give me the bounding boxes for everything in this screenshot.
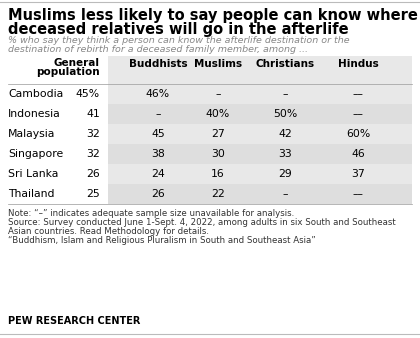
Text: 27: 27	[211, 129, 225, 139]
Text: population: population	[37, 67, 100, 77]
Text: ––: ––	[352, 109, 363, 119]
Text: Thailand: Thailand	[8, 189, 55, 199]
Text: 24: 24	[151, 169, 165, 179]
Text: Source: Survey conducted June 1-Sept. 4, 2022, among adults in six South and Sou: Source: Survey conducted June 1-Sept. 4,…	[8, 218, 396, 227]
Text: Asian countries. Read Methodology for details.: Asian countries. Read Methodology for de…	[8, 227, 209, 236]
Text: 25: 25	[86, 189, 100, 199]
Text: Malaysia: Malaysia	[8, 129, 55, 139]
Text: 32: 32	[86, 129, 100, 139]
Text: “Buddhism, Islam and Religious Pluralism in South and Southeast Asia”: “Buddhism, Islam and Religious Pluralism…	[8, 236, 316, 245]
Text: Christians: Christians	[255, 59, 315, 69]
Text: ––: ––	[352, 189, 363, 199]
Text: 46: 46	[351, 149, 365, 159]
Text: Sri Lanka: Sri Lanka	[8, 169, 58, 179]
Bar	[108, 184, 412, 204]
Text: Hindus: Hindus	[338, 59, 378, 69]
Text: 26: 26	[151, 189, 165, 199]
Text: deceased relatives will go in the afterlife: deceased relatives will go in the afterl…	[8, 22, 349, 37]
Text: Singapore: Singapore	[8, 149, 63, 159]
Text: Cambodia: Cambodia	[8, 89, 63, 99]
Text: 16: 16	[211, 169, 225, 179]
Text: 26: 26	[86, 169, 100, 179]
Text: 50%: 50%	[273, 109, 297, 119]
Text: 41: 41	[86, 109, 100, 119]
Text: 38: 38	[151, 149, 165, 159]
Text: –: –	[215, 89, 221, 99]
Text: 60%: 60%	[346, 129, 370, 139]
Text: 40%: 40%	[206, 109, 230, 119]
Text: 46%: 46%	[146, 89, 170, 99]
Text: Note: “–” indicates adequate sample size unavailable for analysis.: Note: “–” indicates adequate sample size…	[8, 209, 294, 218]
Text: General: General	[54, 58, 100, 68]
Text: 45: 45	[151, 129, 165, 139]
Text: destination of rebirth for a deceased family member, among ...: destination of rebirth for a deceased fa…	[8, 45, 308, 54]
Text: 22: 22	[211, 189, 225, 199]
Bar	[108, 144, 412, 164]
Bar	[108, 104, 412, 124]
Text: Muslims less likely to say people can know where: Muslims less likely to say people can kn…	[8, 8, 418, 23]
Text: Indonesia: Indonesia	[8, 109, 61, 119]
Text: 30: 30	[211, 149, 225, 159]
Text: 32: 32	[86, 149, 100, 159]
Text: % who say they think a person can know the afterlife destination or the: % who say they think a person can know t…	[8, 36, 349, 45]
Text: ––: ––	[352, 89, 363, 99]
Text: Muslims: Muslims	[194, 59, 242, 69]
Text: 45%: 45%	[76, 89, 100, 99]
Text: 42: 42	[278, 129, 292, 139]
Text: –: –	[282, 189, 288, 199]
Text: PEW RESEARCH CENTER: PEW RESEARCH CENTER	[8, 316, 140, 326]
Bar	[108, 56, 412, 204]
Text: –: –	[282, 89, 288, 99]
Text: Buddhists: Buddhists	[129, 59, 187, 69]
Text: –: –	[155, 109, 161, 119]
Text: 37: 37	[351, 169, 365, 179]
Text: 33: 33	[278, 149, 292, 159]
Text: 29: 29	[278, 169, 292, 179]
